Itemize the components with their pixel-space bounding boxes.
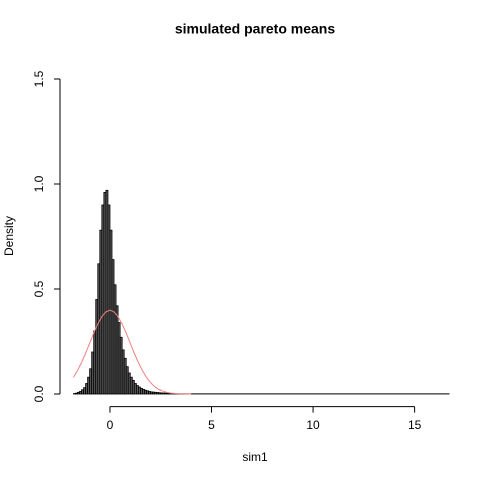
- y-tick-label: 0.5: [32, 280, 46, 297]
- y-axis-label: Density: [2, 216, 16, 256]
- chart-title: simulated pareto means: [175, 21, 335, 37]
- density-curve: [72, 309, 192, 395]
- x-tick-label: 0: [107, 418, 114, 432]
- x-tick-label: 15: [408, 418, 422, 432]
- y-tick-label: 1.0: [32, 175, 46, 192]
- x-axis-label: sim1: [242, 450, 268, 464]
- x-tick-label: 5: [208, 418, 215, 432]
- y-tick-label: 0.0: [32, 385, 46, 402]
- y-tick-label: 1.5: [32, 70, 46, 87]
- x-tick-label: 10: [306, 418, 320, 432]
